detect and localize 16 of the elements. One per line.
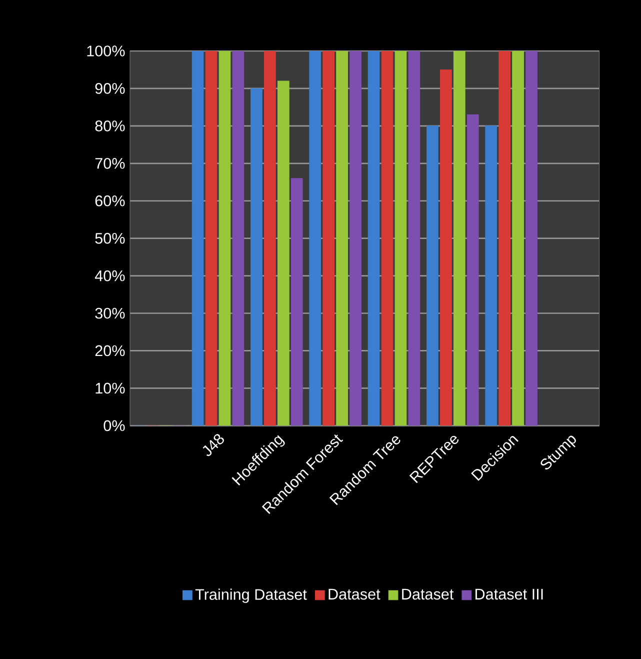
y-tick-label: 80% xyxy=(95,120,125,132)
legend-label: Dataset xyxy=(328,588,380,600)
y-tick-label: 50% xyxy=(95,232,125,244)
y-tick-label: 10% xyxy=(96,382,125,394)
legend-label: Training Dataset xyxy=(195,588,307,603)
legend-label: Dataset xyxy=(402,588,454,600)
y-tick-label: 70% xyxy=(95,158,125,169)
legend-label: Dataset III xyxy=(476,588,543,600)
y-tick-label: 0% xyxy=(104,420,125,432)
y-tick-label: 20% xyxy=(95,345,125,356)
y-tick-label: 100% xyxy=(87,46,125,56)
x-tick-label: J48 xyxy=(202,434,224,456)
y-tick-label: 90% xyxy=(95,83,125,94)
y-tick-label: 40% xyxy=(94,270,125,282)
y-tick-label: 30% xyxy=(95,308,125,319)
y-tick-label: 60% xyxy=(95,195,125,206)
